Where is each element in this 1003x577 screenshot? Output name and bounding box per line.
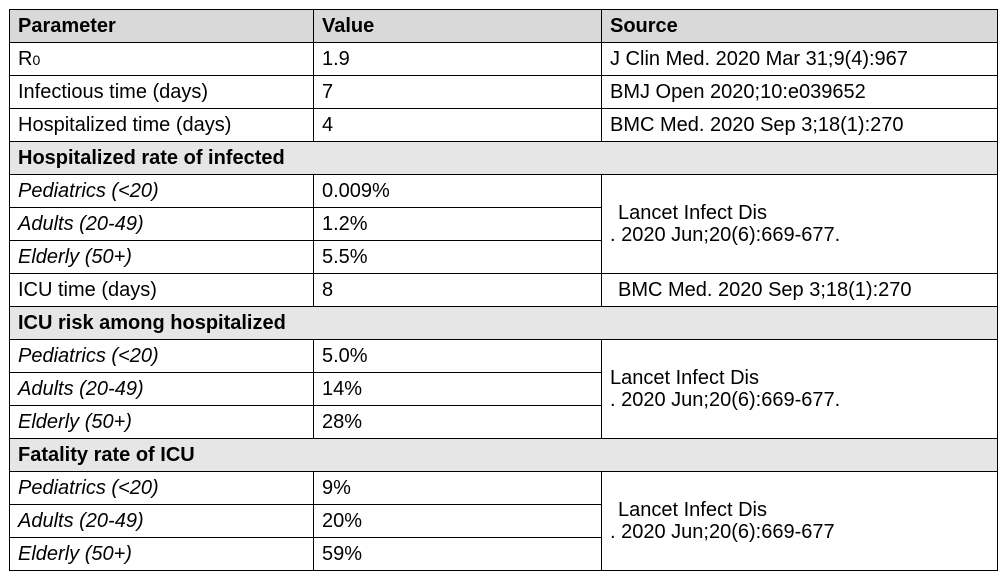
- table-row: Elderly (50+) 28%: [9, 405, 998, 439]
- section-source: Lancet Infect Dis . 2020 Jun;20(6):669-6…: [601, 339, 998, 439]
- subgroup-value: 1.2%: [313, 207, 602, 241]
- value-infectious-time: 7: [313, 75, 602, 109]
- param-r0-main: R: [18, 47, 33, 70]
- source-line-1: Lancet Infect Dis: [618, 202, 767, 224]
- subgroup-value: 20%: [313, 504, 602, 538]
- table-row: Adults (20-49) 20%: [9, 504, 998, 538]
- header-value: Value: [313, 9, 602, 43]
- table-row: ICU time (days) 8 BMC Med. 2020 Sep 3;18…: [9, 273, 998, 307]
- param-r0: R0: [9, 42, 314, 76]
- section-row: ICU risk among hospitalized: [9, 306, 998, 340]
- source-line-2: . 2020 Jun;20(6):669-677.: [610, 389, 841, 411]
- subgroup-value: 9%: [313, 471, 602, 505]
- subgroup-param: Adults (20-49): [9, 372, 314, 406]
- subgroup-param: Adults (20-49): [9, 207, 314, 241]
- table-row: Hospitalized time (days) 4 BMC Med. 2020…: [9, 108, 998, 142]
- value-hospitalized-time: 4: [313, 108, 602, 142]
- subgroup-param: Pediatrics (<20): [9, 471, 314, 505]
- table-row: Adults (20-49) 1.2%: [9, 207, 998, 241]
- source-line-1: Lancet Infect Dis: [610, 367, 759, 389]
- param-hospitalized-time: Hospitalized time (days): [9, 108, 314, 142]
- source-infectious-time: BMJ Open 2020;10:e039652: [601, 75, 998, 109]
- section-title: ICU risk among hospitalized: [9, 306, 998, 340]
- subgroup-param: Elderly (50+): [9, 240, 314, 274]
- subgroup-value: 0.009%: [313, 174, 602, 208]
- section-title: Hospitalized rate of infected: [9, 141, 998, 175]
- table-row: Pediatrics (<20) 9% Lancet Infect Dis . …: [9, 471, 998, 571]
- value-icu-time: 8: [313, 273, 602, 307]
- table-row: Elderly (50+) 5.5%: [9, 240, 998, 274]
- param-r0-subscript: 0: [32, 51, 41, 68]
- subgroup-value: 14%: [313, 372, 602, 406]
- param-infectious-time: Infectious time (days): [9, 75, 314, 109]
- subgroup-param: Pediatrics (<20): [9, 174, 314, 208]
- source-line-1: Lancet Infect Dis: [618, 499, 767, 521]
- source-icu-time-text: BMC Med. 2020 Sep 3;18(1):270: [618, 279, 912, 301]
- table-row: Adults (20-49) 14%: [9, 372, 998, 406]
- header-row: Parameter Value Source: [9, 9, 998, 43]
- subgroup-param: Pediatrics (<20): [9, 339, 314, 373]
- section-title: Fatality rate of ICU: [9, 438, 998, 472]
- section-row: Hospitalized rate of infected: [9, 141, 998, 175]
- header-source: Source: [601, 9, 998, 43]
- section-source: Lancet Infect Dis . 2020 Jun;20(6):669-6…: [601, 471, 998, 571]
- subgroup-param: Elderly (50+): [9, 405, 314, 439]
- source-line-2: . 2020 Jun;20(6):669-677: [610, 521, 835, 543]
- subgroup-param: Adults (20-49): [9, 504, 314, 538]
- value-r0: 1.9: [313, 42, 602, 76]
- source-hospitalized-time: BMC Med. 2020 Sep 3;18(1):270: [601, 108, 998, 142]
- subgroup-value: 5.5%: [313, 240, 602, 274]
- subgroup-value: 28%: [313, 405, 602, 439]
- param-icu-time: ICU time (days): [9, 273, 314, 307]
- parameters-table: Parameter Value Source R0 1.9 J Clin Med…: [9, 9, 998, 571]
- subgroup-param: Elderly (50+): [9, 537, 314, 571]
- section-row: Fatality rate of ICU: [9, 438, 998, 472]
- source-line-2: . 2020 Jun;20(6):669-677.: [610, 224, 841, 246]
- header-parameter: Parameter: [9, 9, 314, 43]
- source-r0: J Clin Med. 2020 Mar 31;9(4):967: [601, 42, 998, 76]
- table-row: Elderly (50+) 59%: [9, 537, 998, 571]
- subgroup-value: 59%: [313, 537, 602, 571]
- table-row: Pediatrics (<20) 5.0% Lancet Infect Dis …: [9, 339, 998, 439]
- subgroup-value: 5.0%: [313, 339, 602, 373]
- section-source: Lancet Infect Dis . 2020 Jun;20(6):669-6…: [601, 174, 998, 274]
- source-icu-time: BMC Med. 2020 Sep 3;18(1):270: [601, 273, 998, 307]
- table-row: Pediatrics (<20) 0.009% Lancet Infect Di…: [9, 174, 998, 274]
- table-row: Infectious time (days) 7 BMJ Open 2020;1…: [9, 75, 998, 109]
- table-row: R0 1.9 J Clin Med. 2020 Mar 31;9(4):967: [9, 42, 998, 76]
